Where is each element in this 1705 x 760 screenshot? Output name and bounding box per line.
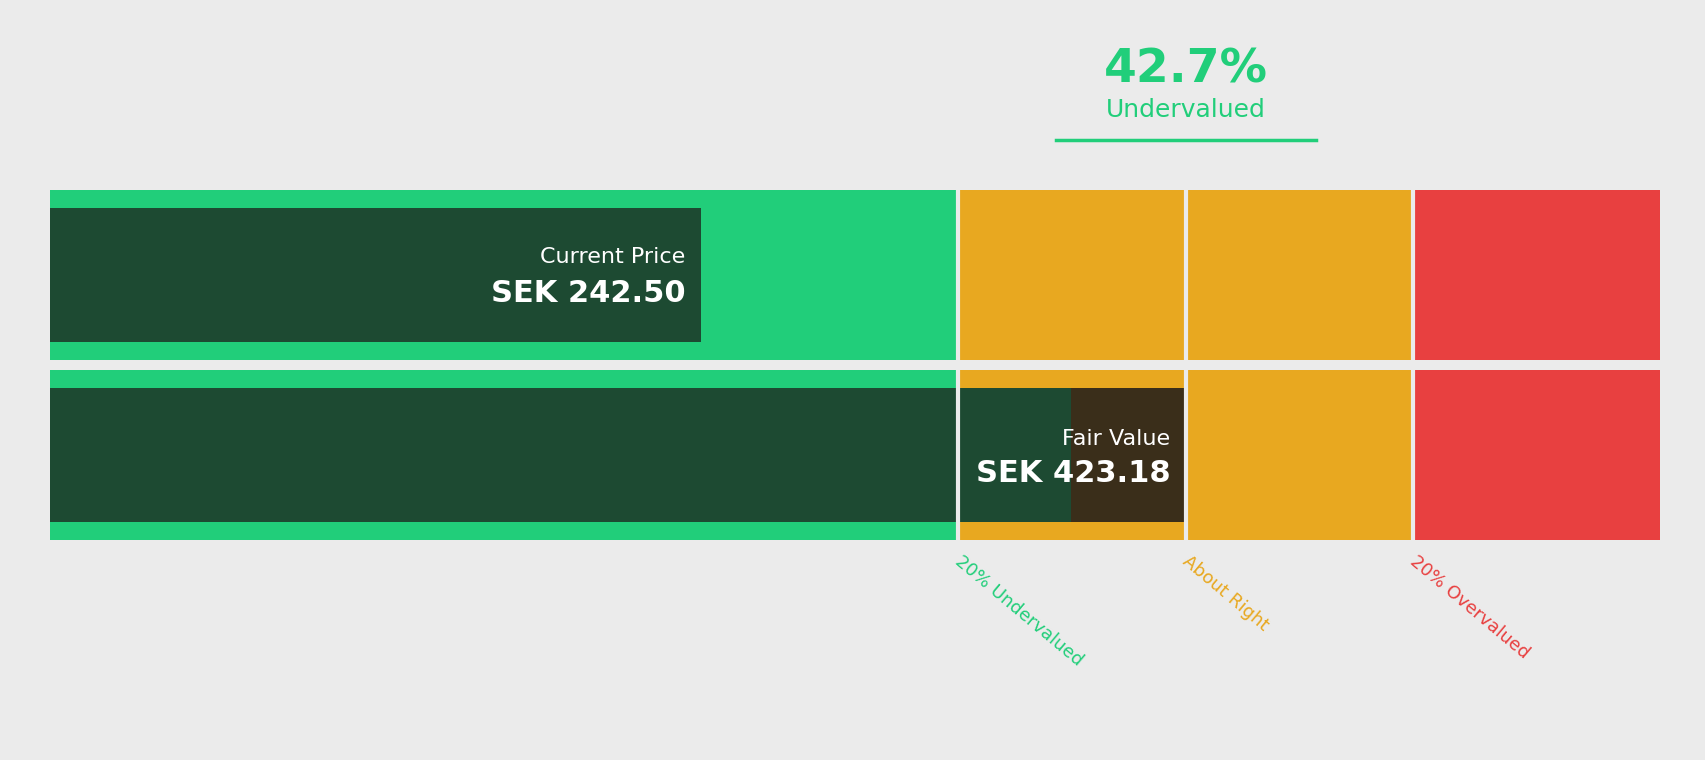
Bar [49,208,701,342]
Bar [49,370,958,540]
Bar [958,190,1412,360]
Text: 42.7%: 42.7% [1103,47,1267,93]
Text: 20% Overvalued: 20% Overvalued [1405,552,1531,662]
Bar [958,370,1412,540]
Text: Current Price: Current Price [540,247,685,267]
Bar [1412,190,1659,360]
Text: SEK 242.50: SEK 242.50 [491,278,685,308]
Text: SEK 423.18: SEK 423.18 [975,458,1170,487]
Text: Undervalued: Undervalued [1105,98,1265,122]
Bar [1071,388,1185,522]
Bar [49,190,958,360]
Bar [1412,370,1659,540]
Text: Fair Value: Fair Value [1062,429,1170,449]
Bar [49,388,1185,522]
Text: About Right: About Right [1178,552,1272,634]
Text: 20% Undervalued: 20% Undervalued [951,552,1086,670]
